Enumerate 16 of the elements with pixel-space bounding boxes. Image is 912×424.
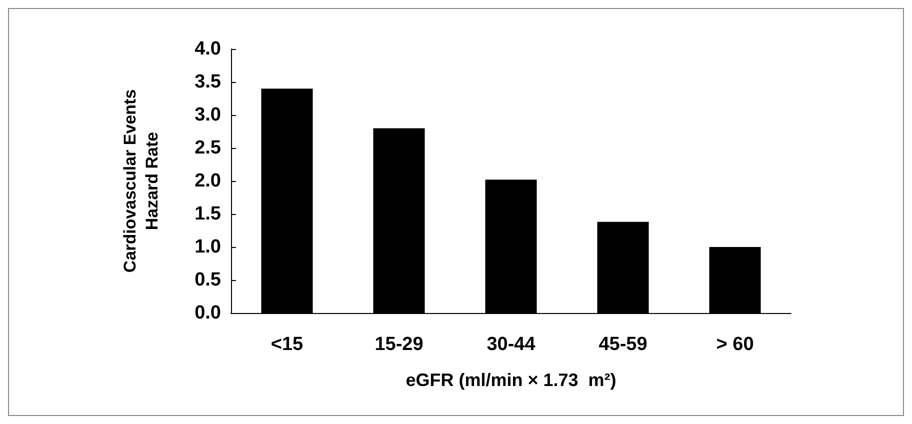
x-tick-label: <15 [270, 334, 304, 355]
y-tick-label: 2.5 [194, 138, 222, 158]
y-tick-label: 1.0 [194, 236, 221, 258]
y-axis-title: Cardiovascular Events Hazard Rate [120, 89, 162, 273]
y-tick-label: 4.0 [194, 38, 221, 60]
y-tick-label: 3.0 [194, 104, 221, 126]
y-tick-label: 2.0 [194, 170, 221, 192]
y-tick-label: 0.5 [194, 270, 222, 290]
y-tick-label: 1.5 [194, 204, 222, 224]
y-tick-label: 3.5 [194, 72, 222, 92]
x-tick-label: > 60 [716, 334, 754, 355]
y-tick-label: 0.0 [194, 302, 221, 324]
x-tick-label: 45-59 [598, 334, 648, 355]
x-axis-title: eGFR (ml/min × 1.73 m²) [406, 370, 616, 390]
x-tick-label: 30-44 [486, 334, 536, 355]
x-tick-label: 15-29 [374, 334, 424, 355]
